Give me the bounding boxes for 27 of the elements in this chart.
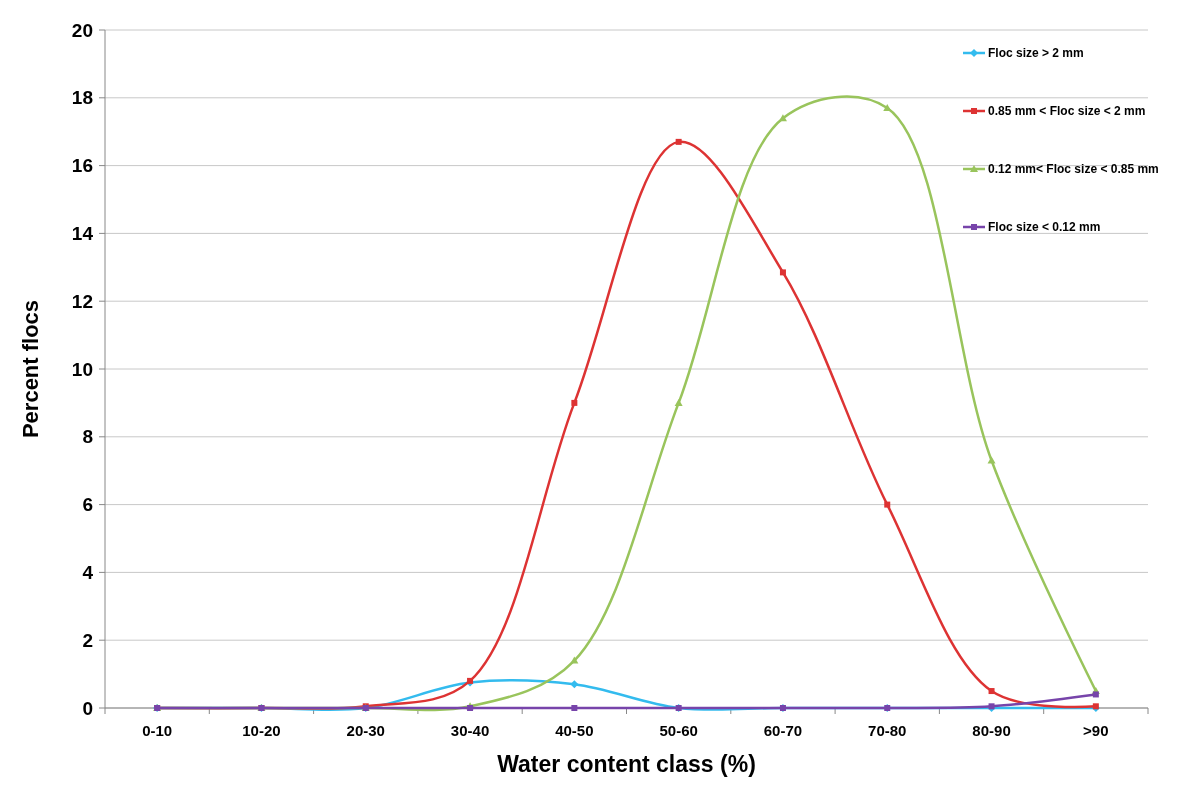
y-tick-label: 2 [82,629,93,651]
x-tick-label: 80-90 [972,722,1011,739]
y-tick-label: 10 [71,358,93,380]
y-tick-label: 8 [82,426,93,448]
y-tick-label: 14 [71,223,94,245]
x-tick-label: 70-80 [868,722,907,739]
y-tick-label: 12 [71,290,93,312]
y-tick-label: 16 [71,155,93,177]
x-tick-label: >90 [1083,722,1109,739]
x-tick-label: 10-20 [242,722,281,739]
legend-label: 0.12 mm< Floc size < 0.85 mm [988,162,1159,177]
x-axis-title: Water content class (%) [497,751,756,777]
y-axis-title: Percent flocs [18,299,43,439]
y-tick-label: 18 [71,87,93,109]
x-tick-label: 20-30 [346,722,385,739]
legend-label: Floc size < 0.12 mm [988,220,1101,235]
x-tick-label: 30-40 [450,722,490,739]
x-tick-label: 0-10 [142,722,173,739]
y-tick-label: 0 [82,697,93,719]
y-tick-label: 6 [82,494,93,516]
legend-label: Floc size > 2 mm [988,46,1084,61]
x-tick-label: 40-50 [555,722,594,739]
x-tick-label: 50-60 [659,722,698,739]
y-tick-label: 4 [82,562,94,584]
x-tick-label: 60-70 [763,722,803,739]
legend-label: 0.85 mm < Floc size < 2 mm [988,104,1146,119]
y-tick-label: 20 [71,19,93,41]
